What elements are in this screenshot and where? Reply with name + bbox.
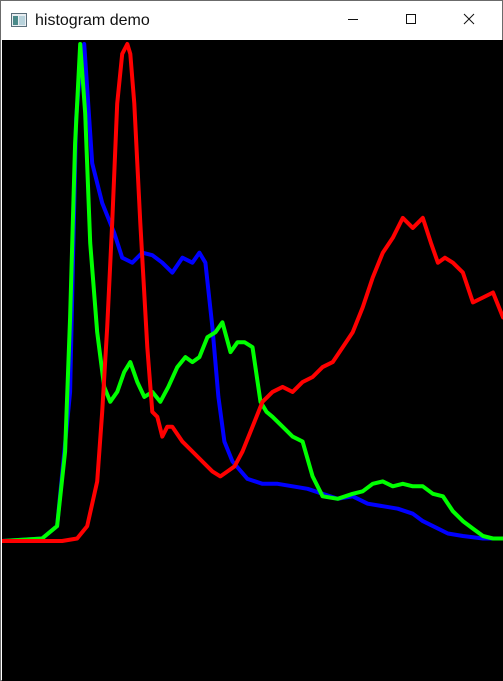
title-bar[interactable]: histogram demo	[1, 1, 502, 40]
red-channel-line	[2, 42, 503, 543]
window-title: histogram demo	[35, 12, 150, 29]
histogram-canvas	[2, 40, 503, 681]
minimize-button[interactable]	[330, 1, 376, 40]
close-button[interactable]	[446, 1, 492, 40]
blue-channel-line	[2, 42, 503, 543]
maximize-icon	[405, 12, 417, 30]
close-icon	[463, 12, 475, 30]
maximize-button[interactable]	[388, 1, 434, 40]
histogram-chart	[2, 42, 503, 543]
app-window-icon	[11, 13, 27, 27]
minimize-icon	[347, 12, 359, 30]
green-channel-line	[2, 42, 503, 543]
